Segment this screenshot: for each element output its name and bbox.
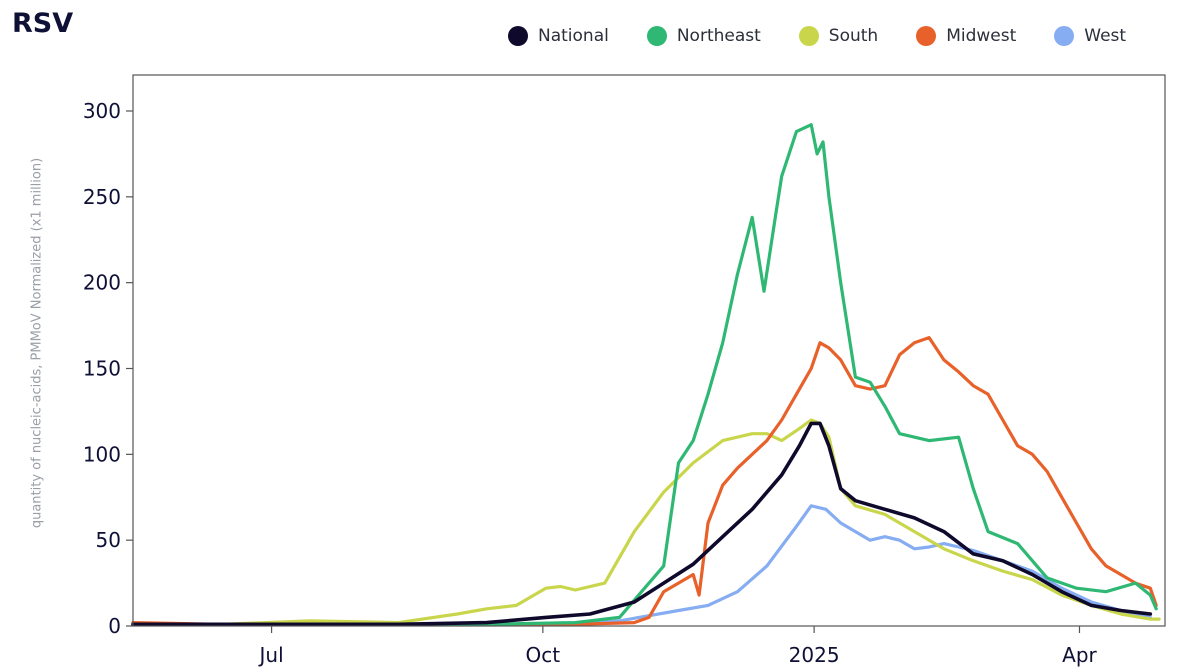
legend-dot-icon <box>916 26 937 46</box>
legend-item-west[interactable]: West <box>1054 26 1126 46</box>
legend-dot-icon <box>798 26 819 46</box>
x-tick-label: Oct <box>526 643 561 667</box>
x-tick-label: 2025 <box>789 643 840 667</box>
legend-label: South <box>828 26 879 46</box>
y-tick-label: 0 <box>108 614 121 638</box>
legend-label: Midwest <box>946 26 1017 46</box>
legend-dot-icon <box>508 26 528 46</box>
legend: National Northeast South Midwest West <box>508 26 1126 46</box>
legend-label: Northeast <box>676 26 761 46</box>
plot-frame <box>132 74 1166 627</box>
series-line-national <box>131 421 1153 627</box>
y-tick-label: 250 <box>83 185 121 209</box>
y-tick-label: 50 <box>96 528 121 552</box>
legend-item-midwest[interactable]: Midwest <box>916 26 1016 46</box>
series-line-northeast <box>131 123 1158 626</box>
legend-item-national[interactable]: National <box>508 26 609 46</box>
y-tick-label: 100 <box>83 442 121 466</box>
legend-item-northeast[interactable]: Northeast <box>646 26 761 46</box>
legend-item-south[interactable]: South <box>798 26 879 46</box>
series-line-midwest <box>131 336 1158 626</box>
x-tick-label: Jul <box>258 643 284 667</box>
y-tick-label: 300 <box>83 99 121 123</box>
y-tick-label: 200 <box>83 271 121 295</box>
legend-label: National <box>538 26 609 46</box>
legend-dot-icon <box>646 26 667 46</box>
series-line-south <box>131 418 1161 626</box>
y-tick-label: 150 <box>83 357 121 381</box>
legend-dot-icon <box>1054 26 1075 46</box>
x-tick-label: Apr <box>1062 643 1097 667</box>
legend-label: West <box>1084 26 1127 46</box>
chart-title: RSV <box>12 8 74 39</box>
